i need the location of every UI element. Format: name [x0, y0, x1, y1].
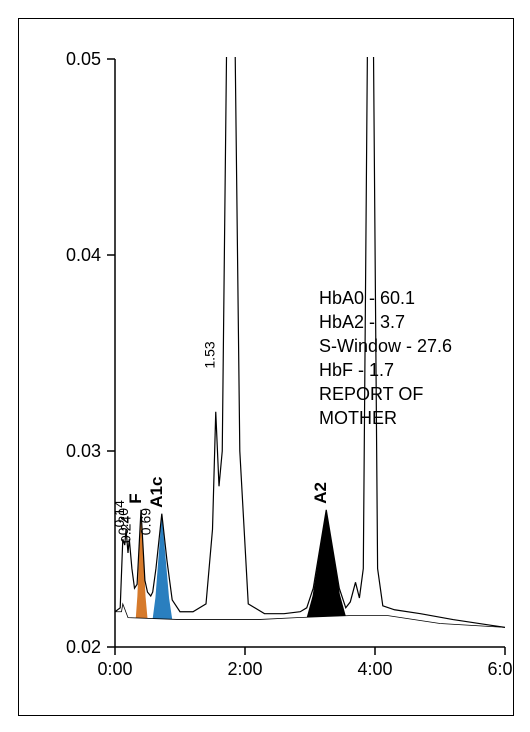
y-tick-label: 0.02 [66, 637, 101, 657]
report-line: MOTHER [319, 408, 397, 428]
x-tick-label: 6:00 [487, 659, 513, 679]
peak-label-A1c: A1c [147, 477, 166, 508]
rt-label: 1.53 [201, 341, 217, 368]
report-line: HbA2 - 3.7 [319, 312, 405, 332]
peak-label-A2: A2 [311, 482, 330, 504]
report-line: HbF - 1.7 [319, 360, 394, 380]
x-tick-label: 4:00 [357, 659, 392, 679]
y-tick-label: 0.05 [66, 49, 101, 69]
y-tick-label: 0.04 [66, 245, 101, 265]
chromatogram-trace [115, 19, 505, 627]
rt-label: 0.69 [138, 508, 154, 535]
report-line: REPORT OF [319, 384, 423, 404]
chromatogram-svg: 0.02 0.03 0.04 0.05 0:00 2:00 4:00 6:00 FA1c A2 0.… [19, 19, 513, 715]
report-line: HbA0 - 60.1 [319, 288, 415, 308]
rt-label: 0.24 [118, 516, 134, 543]
peak-A2 [307, 510, 346, 617]
x-tick-label: 0:00 [97, 659, 132, 679]
y-tick-label: 0.03 [66, 441, 101, 461]
chart-frame: 0.02 0.03 0.04 0.05 0:00 2:00 4:00 6:00 FA1c A2 0.… [18, 18, 514, 716]
peak-label-F: F [126, 493, 145, 503]
x-tick-label: 2:00 [227, 659, 262, 679]
report-line: S-Window - 27.6 [319, 336, 452, 356]
